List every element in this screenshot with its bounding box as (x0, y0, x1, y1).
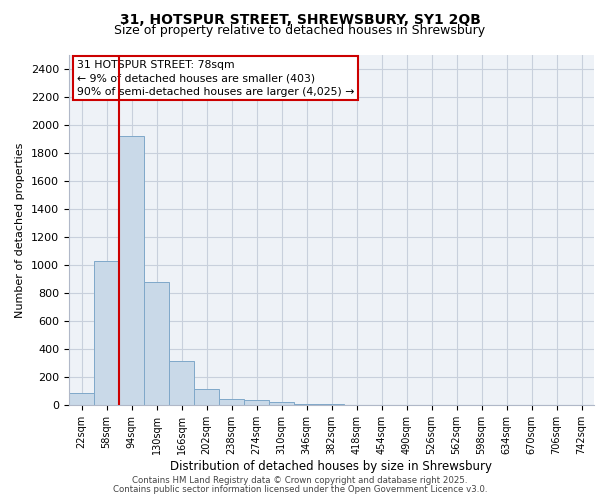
Bar (244, 400, 269, 405)
Bar (119, 136, 144, 405)
Text: Contains public sector information licensed under the Open Government Licence v3: Contains public sector information licen… (113, 485, 487, 494)
Text: Contains HM Land Registry data © Crown copyright and database right 2025.: Contains HM Land Registry data © Crown c… (132, 476, 468, 485)
Bar (194, 389, 219, 405)
Bar (219, 398, 244, 405)
Bar (69, 393, 94, 405)
Text: Size of property relative to detached houses in Shrewsbury: Size of property relative to detached ho… (115, 24, 485, 37)
Bar (169, 361, 194, 405)
Text: 31, HOTSPUR STREET, SHREWSBURY, SY1 2QB: 31, HOTSPUR STREET, SHREWSBURY, SY1 2QB (119, 12, 481, 26)
Bar (294, 404, 319, 405)
Bar (319, 404, 344, 405)
X-axis label: Distribution of detached houses by size in Shrewsbury: Distribution of detached houses by size … (170, 460, 493, 472)
Text: 31 HOTSPUR STREET: 78sqm
← 9% of detached houses are smaller (403)
90% of semi-d: 31 HOTSPUR STREET: 78sqm ← 9% of detache… (77, 60, 354, 96)
Bar (144, 282, 169, 405)
Y-axis label: Number of detached properties: Number of detached properties (16, 142, 25, 318)
Bar (94, 261, 119, 405)
Bar (269, 402, 294, 405)
